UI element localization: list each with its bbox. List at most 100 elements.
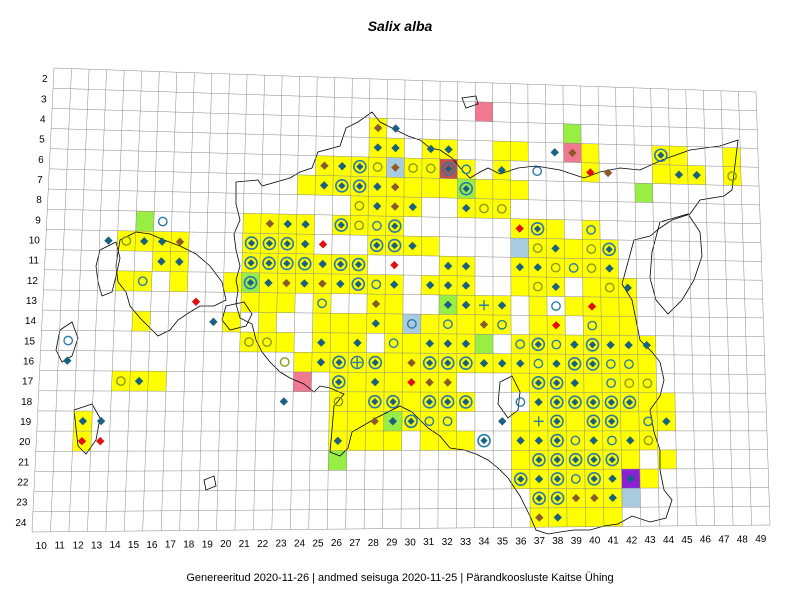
vormsi-coastline <box>55 321 79 363</box>
ring-marker <box>262 337 272 348</box>
ring-marker <box>604 395 619 410</box>
ring-marker <box>459 395 473 409</box>
ring-marker <box>280 236 295 251</box>
marker-ring-diamond-38-17 <box>549 376 564 390</box>
grid-cell-37-16 <box>529 353 548 374</box>
marker-ring-diamond-29-18 <box>386 394 400 409</box>
marker-diamond-15-17 <box>134 376 144 386</box>
marker-diamond-45-6 <box>674 170 684 179</box>
diamond-marker <box>338 182 346 190</box>
ring-marker <box>550 491 565 505</box>
diamond-marker <box>498 417 507 426</box>
diamond-marker <box>337 161 347 171</box>
ring-marker <box>550 452 565 467</box>
marker-ring-38-13 <box>551 301 561 311</box>
ring-marker <box>157 216 168 227</box>
marker-diamond-28-17 <box>370 377 380 387</box>
ring-marker <box>515 397 526 407</box>
y-axis-label: 16 <box>23 357 35 368</box>
diamond-marker <box>316 358 326 367</box>
grid-cell-43-19 <box>638 411 658 431</box>
marker-ring-diamond-32-18 <box>440 395 455 409</box>
grid-cell-41-12 <box>600 277 619 298</box>
ring-marker <box>550 472 565 486</box>
diamond-marker <box>279 397 289 406</box>
y-axis-label: 10 <box>29 235 41 246</box>
x-axis-label: 14 <box>109 540 121 551</box>
grid-line-vertical <box>87 69 107 532</box>
ring-marker <box>568 395 582 409</box>
diamond-marker <box>480 437 488 445</box>
grid-cell-27-18 <box>347 391 366 412</box>
grid-line-vertical <box>510 83 512 528</box>
ring-marker <box>533 358 544 369</box>
ring-marker <box>137 276 148 287</box>
diamond-marker <box>590 456 598 464</box>
ring-marker <box>387 219 402 233</box>
marker-diamond-28-14 <box>371 319 380 328</box>
diamond-marker <box>389 398 397 406</box>
marker-ring-diamond-22-10 <box>262 236 277 251</box>
x-axis-label: 48 <box>737 534 749 545</box>
diamond-marker <box>353 338 362 348</box>
marker-red-diamond-13-20 <box>96 436 105 446</box>
ring-marker <box>585 357 600 371</box>
ring-marker <box>422 395 437 409</box>
grid-cell-41-20 <box>602 430 622 451</box>
marker-diamond-29-19 <box>388 417 398 426</box>
ring-marker <box>550 414 564 429</box>
grid-line-horizontal <box>35 449 768 452</box>
ring-marker <box>333 396 344 407</box>
marker-ring-olive-14-17 <box>115 376 126 386</box>
marker-diamond-33-11 <box>461 262 471 271</box>
diamond-marker <box>390 182 400 192</box>
ring-marker <box>604 414 619 429</box>
marker-brown-diamond-30-16 <box>407 358 416 368</box>
y-axis-label: 14 <box>25 316 37 327</box>
ring-marker <box>331 375 346 389</box>
marker-ring-42-16 <box>624 359 634 370</box>
marker-red-diamond-38-14 <box>551 321 561 330</box>
x-axis-label: 42 <box>626 535 638 546</box>
grid-cell-39-4 <box>563 123 582 144</box>
marker-ring-41-16 <box>605 359 616 369</box>
marker-ring-olive-40-10 <box>586 244 597 254</box>
grid-line-vertical <box>197 73 213 531</box>
grid-line-horizontal <box>53 67 757 93</box>
diamond-marker <box>443 378 452 387</box>
marker-ring-diamond-37-17 <box>531 376 546 390</box>
marker-ring-36-15 <box>515 339 526 350</box>
grid-cell-30-6 <box>404 158 423 178</box>
diamond-marker <box>388 417 398 426</box>
grid-cell-24-16 <box>293 352 313 373</box>
grid-line-horizontal <box>48 188 760 206</box>
marker-ring-11-15 <box>63 335 74 346</box>
x-axis-label: 16 <box>146 540 158 551</box>
diamond-marker <box>461 300 471 310</box>
grid-cell-38-15 <box>547 334 566 355</box>
x-axis-label: 21 <box>239 539 251 550</box>
grid-line-vertical <box>345 78 353 530</box>
marker-ring-31-19 <box>424 416 435 427</box>
diamond-marker <box>372 201 382 211</box>
diamond-marker <box>571 398 579 406</box>
marker-diamond-38-24 <box>553 513 562 522</box>
grid-cell-44-18 <box>656 392 676 412</box>
north-islet-coastline <box>461 95 479 109</box>
marker-diamond-33-12 <box>461 281 471 290</box>
marker-ring-diamond-40-21 <box>587 452 601 467</box>
diamond-marker <box>301 220 310 229</box>
grid-cell-45-5 <box>669 145 688 166</box>
marker-diamond-25-11 <box>318 259 327 269</box>
marker-ring-diamond-34-20 <box>477 433 491 448</box>
marker-ring-diamond-40-19 <box>586 414 601 429</box>
marker-red-diamond-25-10 <box>318 240 328 249</box>
marker-ring-diamond-37-9 <box>530 222 545 236</box>
ring-marker <box>570 435 581 446</box>
marker-ring-diamond-40-16 <box>585 357 600 371</box>
diamond-marker <box>335 358 343 366</box>
diamond-marker <box>265 239 274 247</box>
diamond-marker <box>104 236 113 245</box>
y-axis-label: 19 <box>20 417 32 428</box>
diamond-marker <box>623 283 632 293</box>
